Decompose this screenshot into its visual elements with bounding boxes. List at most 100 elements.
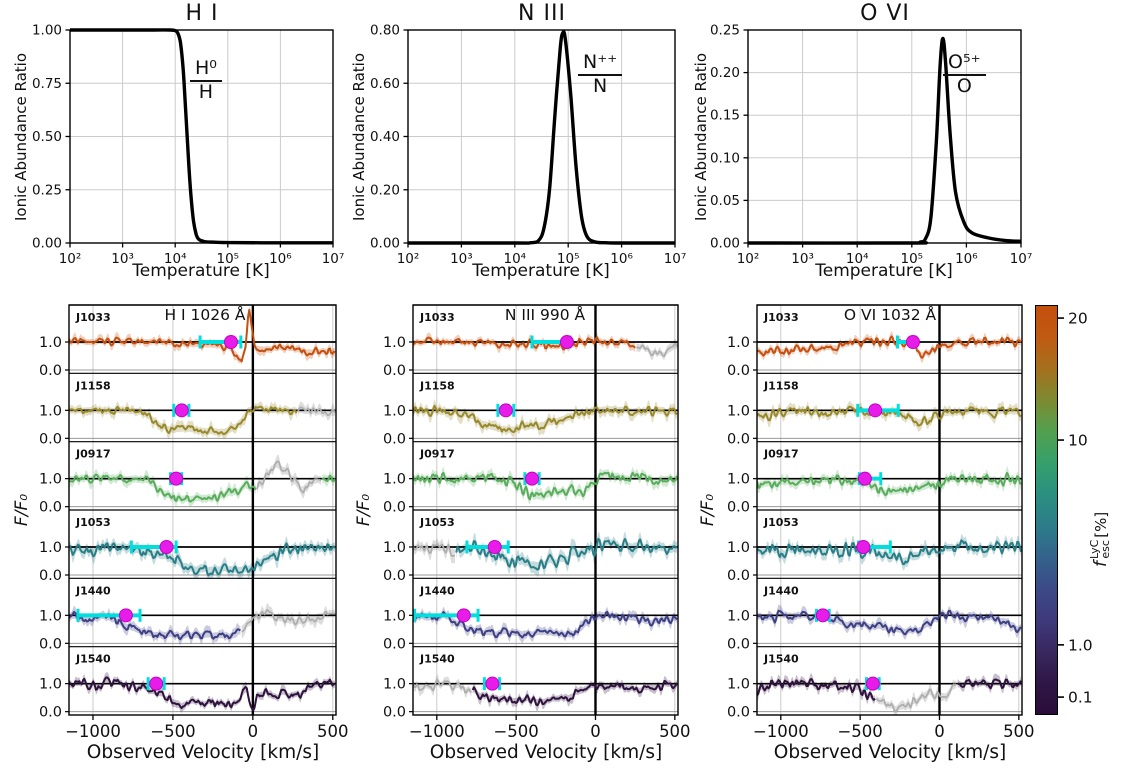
spectrum-line bbox=[69, 473, 257, 503]
temp-ytick-label: 1.00 bbox=[32, 23, 62, 39]
flux-ytick-label: 0.0 bbox=[39, 363, 62, 379]
fesc-marker-dot bbox=[149, 676, 164, 691]
spectrum-line bbox=[636, 343, 678, 357]
velocity-xtick-label: 0 bbox=[934, 722, 945, 741]
flux-ytick-label: 1.0 bbox=[727, 403, 750, 419]
fesc-marker-dot bbox=[865, 676, 880, 691]
fesc-marker-dot bbox=[487, 539, 502, 554]
colorbar-tick-label: 20 bbox=[1068, 310, 1088, 328]
ion-fraction-ovi-numerator: O⁵⁺ bbox=[943, 51, 986, 76]
error-band bbox=[757, 533, 1021, 571]
colorbar-label-f: f bbox=[1091, 561, 1111, 567]
spectrum-line bbox=[413, 336, 636, 351]
temp-ytick-label: 0.10 bbox=[710, 150, 740, 166]
spectrum-line bbox=[321, 474, 336, 482]
fesc-marker-dot bbox=[485, 676, 500, 691]
fesc-marker-dot bbox=[525, 471, 540, 486]
temp-xtick-label: 10⁷ bbox=[1010, 251, 1033, 267]
ylabel-ionic-abundance-2: Ionic Abundance Ratio bbox=[350, 52, 368, 222]
colorbar-tick-label: 10 bbox=[1068, 432, 1088, 450]
fesc-marker-dot bbox=[159, 539, 174, 554]
spectrum-line bbox=[241, 608, 336, 633]
error-band bbox=[413, 673, 472, 698]
flux-ytick-label: 1.0 bbox=[383, 472, 406, 488]
spectrum-line bbox=[256, 460, 322, 494]
flux-ytick-label: 1.0 bbox=[383, 677, 406, 693]
spectrum-line bbox=[956, 678, 1022, 690]
temp-ytick-label: 0.00 bbox=[370, 236, 400, 252]
spectrum-line bbox=[471, 680, 678, 707]
ion-fraction-ovi: O⁵⁺ O bbox=[943, 51, 986, 98]
error-band bbox=[69, 400, 297, 440]
spectrum-row-NIII990-J1540: J1540 bbox=[413, 646, 678, 715]
ylabel-ff0-3: F/F₀ bbox=[698, 493, 718, 527]
flux-ytick-label: 0.0 bbox=[383, 636, 406, 652]
flux-ytick-label: 0.0 bbox=[727, 636, 750, 652]
flux-ytick-label: 0.0 bbox=[727, 500, 750, 516]
spectrum-line bbox=[757, 405, 1022, 427]
fesc-marker-dot bbox=[815, 608, 830, 623]
ion-fraction-niii-denominator: N bbox=[593, 74, 608, 97]
ion-fraction-ovi-denominator: O bbox=[956, 74, 972, 97]
flux-ytick-label: 0.0 bbox=[39, 636, 62, 652]
row-label: J1053 bbox=[419, 516, 455, 529]
row-label: J1158 bbox=[763, 379, 799, 392]
colorbar-tick-label: 1.0 bbox=[1068, 636, 1093, 654]
error-band bbox=[257, 454, 321, 499]
ion-fraction-niii-numerator: N⁺⁺ bbox=[578, 51, 623, 76]
row-label: J1440 bbox=[419, 584, 455, 597]
spectra-column-NIII990: J1033 1.0 0.0 J1158 1.0 0.0 J0917 1.0 0.0 J1053 1.… bbox=[383, 304, 691, 741]
spectrum-line bbox=[69, 676, 336, 712]
flux-ytick-label: 1.0 bbox=[383, 540, 406, 556]
flux-ytick-label: 1.0 bbox=[727, 335, 750, 351]
flux-ytick-label: 0.0 bbox=[383, 500, 406, 516]
spectrum-line bbox=[757, 471, 1022, 496]
ylabel-ionic-abundance-3: Ionic Abundance Ratio bbox=[692, 52, 710, 222]
error-band bbox=[876, 679, 957, 715]
temp-ytick-label: 0.20 bbox=[370, 182, 400, 198]
spectrum-row-OVI1032-J1053: J1053 bbox=[757, 509, 1022, 579]
flux-ytick-label: 1.0 bbox=[727, 540, 750, 556]
flux-ytick-label: 1.0 bbox=[39, 403, 62, 419]
flux-ytick-label: 1.0 bbox=[383, 608, 406, 624]
row-label: J1540 bbox=[75, 653, 111, 666]
row-label: J1158 bbox=[75, 379, 111, 392]
flux-ytick-label: 0.0 bbox=[383, 568, 406, 584]
fesc-marker-dot bbox=[905, 335, 920, 349]
spectrum-line bbox=[413, 471, 678, 501]
xlabel-temperature-2: Temperature [K] bbox=[472, 261, 610, 281]
ylabel-ff0-1: F/F₀ bbox=[12, 493, 32, 527]
flux-ytick-label: 0.0 bbox=[383, 705, 406, 721]
fesc-marker-dot bbox=[559, 335, 574, 349]
error-band bbox=[472, 676, 677, 712]
temp-xtick-label: 10² bbox=[59, 251, 82, 267]
error-band bbox=[757, 400, 1021, 432]
spectrum-row-OVI1032-J0917: J0917 bbox=[757, 441, 1022, 510]
velocity-xtick-label: 500 bbox=[659, 722, 691, 741]
spectrum-line bbox=[69, 610, 241, 641]
error-band bbox=[413, 398, 677, 438]
spectrum-line bbox=[69, 542, 336, 577]
velocity-xtick-label: 0 bbox=[590, 722, 601, 741]
error-band bbox=[69, 536, 335, 579]
line-label-hi1026: H I 1026 Å bbox=[164, 306, 246, 324]
spectrum-row-OVI1032-J1158: J1158 bbox=[757, 373, 1022, 442]
fesc-marker-dot bbox=[223, 335, 238, 349]
error-band bbox=[636, 339, 677, 361]
spectrum-line bbox=[69, 405, 298, 436]
velocity-xtick-label: −500 bbox=[493, 722, 538, 741]
error-band bbox=[69, 672, 335, 714]
error-band bbox=[757, 330, 1021, 364]
error-band bbox=[241, 602, 335, 638]
temp-xtick-label: 10² bbox=[397, 251, 420, 267]
flux-ytick-label: 1.0 bbox=[383, 403, 406, 419]
spectrum-line bbox=[875, 683, 957, 713]
spectrum-line bbox=[757, 335, 1022, 359]
colorbar-ticks: 20 10 1.0 0.1 bbox=[1057, 310, 1093, 707]
flux-ytick-label: 1.0 bbox=[383, 335, 406, 351]
fesc-marker-dot bbox=[856, 539, 871, 554]
row-label: J1053 bbox=[763, 516, 799, 529]
